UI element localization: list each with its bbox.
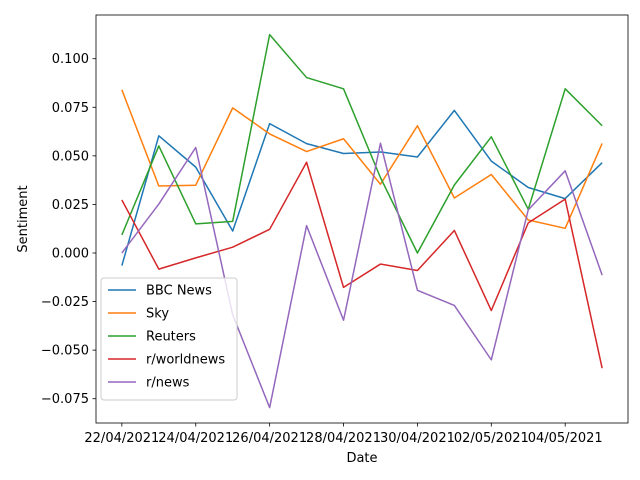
y-tick-label: 0.025 [52,198,89,213]
x-tick-label: 04/05/2021 [528,431,603,446]
y-tick-label: 0.000 [52,247,89,262]
y-tick-label: −0.050 [41,344,89,359]
legend-label: BBC News [146,284,212,299]
x-tick-label: 02/05/2021 [454,431,529,446]
x-tick-label: 30/04/2021 [380,431,455,446]
series-line-2 [121,33,603,254]
x-tick-label: 28/04/2021 [306,431,381,446]
plot-lines [121,33,603,409]
legend-label: Sky [146,307,169,322]
x-tick-label: 24/04/2021 [158,431,233,446]
legend-label: Reuters [146,330,196,345]
x-axis: 22/04/202124/04/202126/04/202128/04/2021… [84,423,603,446]
y-tick-label: 0.100 [52,52,89,67]
y-axis: −0.075 −0.050 −0.025 0.000 0.025 0.050 0.075 0.… [41,52,96,407]
y-tick-label: −0.025 [41,295,89,310]
x-tick-label: 22/04/2021 [84,431,159,446]
legend: BBC News Sky Reuters r/worldnews r/news [100,277,238,401]
legend-label: r/news [146,376,190,391]
legend-box [100,277,238,401]
y-tick-label: 0.050 [52,149,89,164]
y-tick-label: 0.075 [52,101,89,116]
legend-label: r/worldnews [146,353,225,368]
plot-frame [95,14,629,424]
y-axis-label: Sentiment [16,185,31,252]
y-tick-label: −0.075 [41,392,89,407]
x-tick-label: 26/04/2021 [232,431,307,446]
series-line-4 [121,142,603,409]
x-axis-label: Date [346,451,377,466]
